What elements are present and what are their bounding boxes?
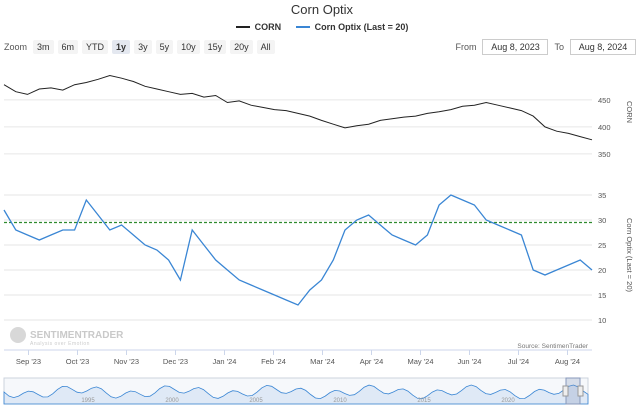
x-tick-label: Mar '24	[310, 357, 335, 366]
x-axis-ticks: Sep '23 Oct '23 Nov '23 Dec '23 Jan '24 Feb '…	[4, 349, 592, 366]
optix-panel-grid	[4, 194, 592, 321]
x-tick-label: Aug '24	[555, 357, 580, 366]
x-tick-label: Jul '24	[508, 357, 529, 366]
optix-y-tick-label: 20	[598, 266, 606, 275]
optix-axis-title: Corn Optix (Last = 20)	[625, 218, 634, 292]
optix-y-tick-label: 25	[598, 241, 606, 250]
watermark-logo-icon	[10, 327, 26, 343]
from-date-input[interactable]	[482, 39, 549, 55]
legend-item-optix[interactable]: Corn Optix (Last = 20)	[295, 22, 409, 32]
chart-title: Corn Optix	[290, 2, 354, 17]
corn-axis-title: CORN	[625, 101, 634, 123]
corn-y-ticks: 350 400 450	[598, 96, 611, 159]
x-tick-label: Apr '24	[360, 357, 384, 366]
optix-y-tick-label: 10	[598, 316, 606, 325]
watermark: SENTIMENTRADER Analysis over Emotion	[10, 327, 124, 347]
to-date-input[interactable]	[570, 39, 636, 55]
legend: CORN Corn Optix (Last = 20)	[0, 20, 644, 32]
zoom-1y-button[interactable]: 1y	[112, 40, 131, 54]
zoom-all-button[interactable]: All	[256, 40, 275, 54]
zoom-20y-button[interactable]: 20y	[230, 40, 253, 54]
navigator-tick-label: 2010	[333, 398, 347, 404]
zoom-5y-button[interactable]: 5y	[155, 40, 174, 54]
legend-swatch-optix	[295, 26, 310, 28]
x-tick-label: Sep '23	[16, 357, 41, 366]
x-tick-label: Feb '24	[261, 357, 286, 366]
optix-series-line	[3, 194, 593, 306]
legend-label-corn: CORN	[254, 22, 282, 32]
zoom-15y-button[interactable]: 15y	[203, 40, 227, 54]
corn-y-tick-label: 400	[598, 123, 611, 132]
source-credit: Source: SentimenTrader	[517, 343, 588, 350]
navigator-tick-label: 2005	[249, 398, 263, 404]
x-tick-label: May '24	[407, 357, 433, 366]
watermark-line1: SENTIMENTRADER	[30, 330, 124, 341]
zoom-10y-button[interactable]: 10y	[177, 40, 200, 54]
legend-label-optix: Corn Optix (Last = 20)	[314, 22, 409, 32]
date-range: From To	[455, 39, 636, 55]
navigator-tick-label: 1995	[81, 398, 95, 404]
navigator-tick-label: 2000	[165, 398, 179, 404]
optix-y-tick-label: 30	[598, 216, 606, 225]
corn-series-line	[3, 74, 593, 141]
zoom-ytd-button[interactable]: YTD	[82, 40, 109, 54]
from-label: From	[455, 42, 477, 52]
x-tick-label: Oct '23	[66, 357, 90, 366]
corn-y-tick-label: 450	[598, 96, 611, 105]
zoom-6m-button[interactable]: 6m	[57, 40, 79, 54]
navigator-series-line	[3, 384, 589, 405]
watermark-line2: Analysis over Emotion	[30, 341, 90, 347]
x-tick-label: Nov '23	[114, 357, 139, 366]
zoom-3y-button[interactable]: 3y	[134, 40, 152, 54]
zoom-3m-button[interactable]: 3m	[33, 40, 54, 54]
legend-swatch-corn	[235, 26, 250, 28]
to-label: To	[554, 42, 564, 52]
zoom-toolbar: Zoom 3m 6m YTD 1y 3y 5y 10y 15y 20y All	[4, 40, 275, 54]
optix-y-tick-label: 15	[598, 291, 606, 300]
x-tick-label: Jun '24	[458, 357, 482, 366]
x-tick-label: Dec '23	[163, 357, 188, 366]
navigator-left-handle[interactable]	[562, 385, 569, 397]
navigator-ticks: 1995 2000 2005 2010 2015 2020	[81, 398, 515, 404]
corn-panel-grid	[4, 99, 592, 155]
optix-y-tick-label: 35	[598, 191, 606, 200]
corn-y-tick-label: 350	[598, 150, 611, 159]
legend-item-corn[interactable]: CORN	[235, 22, 282, 32]
navigator: 1995 2000 2005 2010 2015 2020	[3, 377, 589, 405]
zoom-label: Zoom	[4, 42, 28, 52]
optix-y-ticks: 10 15 20 25 30 35	[598, 191, 606, 325]
navigator-tick-label: 2015	[417, 398, 431, 404]
x-tick-label: Jan '24	[213, 357, 237, 366]
navigator-tick-label: 2020	[501, 398, 515, 404]
navigator-right-handle[interactable]	[577, 385, 584, 397]
